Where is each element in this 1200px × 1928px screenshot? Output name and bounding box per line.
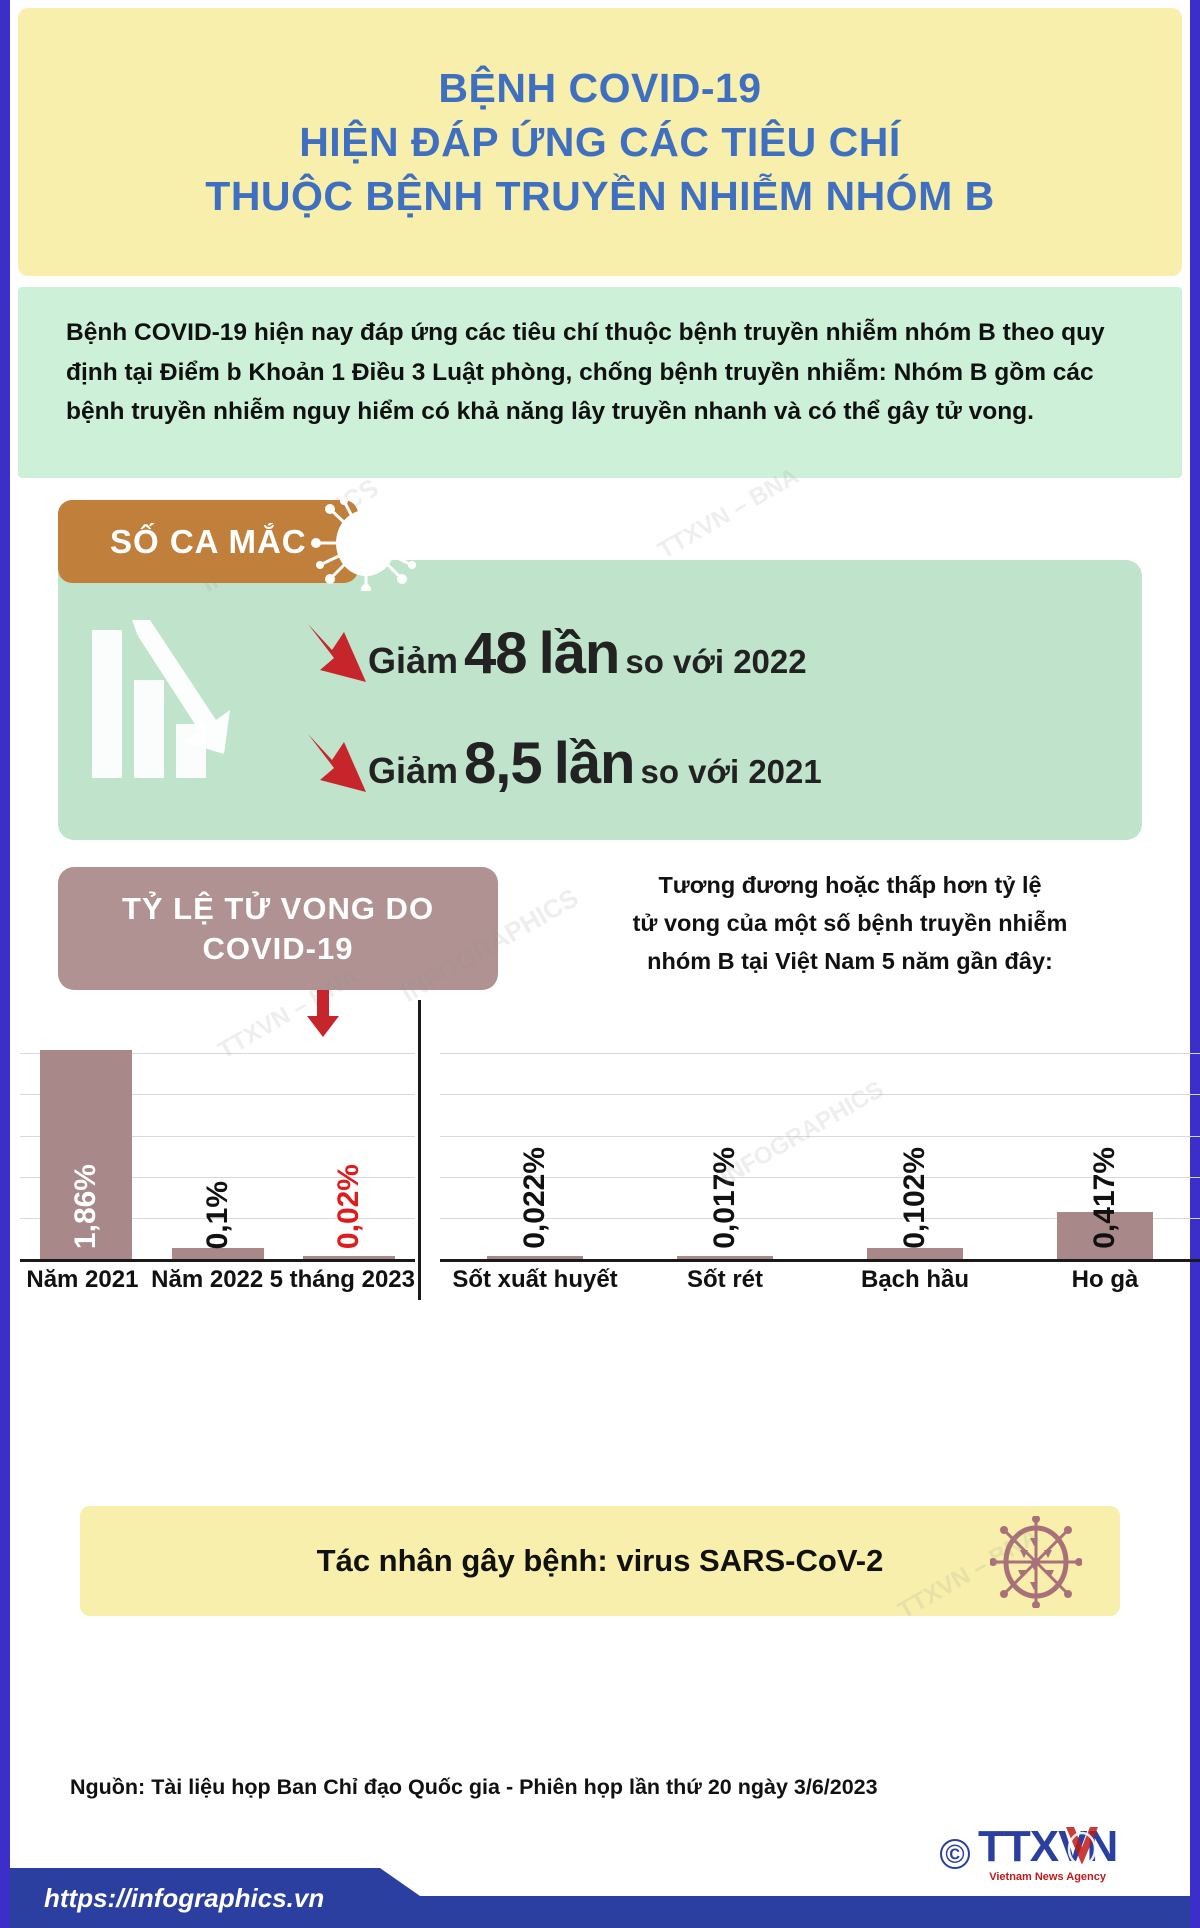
bar-value-label: 0,1% [200, 1180, 234, 1249]
cases-stat-1-unit: lần [538, 621, 621, 686]
bar-value-label: 0,017% [708, 1147, 741, 1249]
mortality-tag-line-1: TỶ LỆ TỬ VONG DO [121, 890, 435, 926]
mortality-note-line-1: Tương đương hoặc thấp hơn tỷ lệ [658, 872, 1042, 898]
intro-paragraph: Bệnh COVID-19 hiện nay đáp ứng các tiêu … [66, 319, 1105, 426]
cases-stat-2-value: 8,5 [464, 731, 543, 796]
virus-icon-mauve [990, 1516, 1082, 1608]
page-title-line-2: HIỆN ĐÁP ỨNG CÁC TIÊU CHÍ [299, 118, 901, 165]
chart-groupb-mortality: 0,022% 0,017% 0,102% 0,417% Sốt xuất huyết Số… [440, 1012, 1200, 1293]
cases-section-label: SỐ CA MẮC [110, 522, 307, 560]
cases-stat-2-suffix: so với 2021 [640, 753, 822, 790]
grid-line [440, 1053, 1200, 1055]
cases-stat-2-unit: lần [553, 731, 636, 796]
page-title-line-3: THUỘC BỆNH TRUYỀN NHIỄM NHÓM B [205, 173, 995, 219]
charts-container: 1,86% 0,1% 0,02% Năm 2021 Năm 2022 5 tháng 20… [20, 1012, 1200, 1293]
grid-line [440, 1135, 1200, 1137]
cases-stat-2-prefix: Giảm [368, 750, 459, 791]
cases-stat-1-prefix: Giảm [368, 640, 459, 681]
ttxvn-logo: © TTXVN Vietnam News Agency [940, 1818, 1160, 1890]
bar-item[interactable]: 0,417% [1010, 1012, 1200, 1259]
ttxvn-subtitle: Vietnam News Agency [989, 1871, 1106, 1883]
mortality-section-tag: TỶ LỆ TỬ VONG DO COVID-19 [58, 867, 498, 990]
mortality-note: Tương đương hoặc thấp hơn tỷ lệ tử vong … [515, 866, 1185, 980]
bar-value-label: 0,102% [898, 1147, 931, 1249]
bar-rect [677, 1256, 773, 1259]
bar-rect [39, 1050, 132, 1259]
x-axis-label: Bạch hầu [860, 1266, 970, 1293]
bar-item[interactable]: 0,1% [152, 1012, 284, 1259]
x-axis-labels: Sốt xuất huyết Sốt rét Bạch hầu Ho gà [440, 1266, 1200, 1294]
title-banner: BỆNH COVID-19 HIỆN ĐÁP ỨNG CÁC TIÊU CHÍ … [18, 8, 1182, 276]
source-note: Nguồn: Tài liệu họp Ban Chỉ đạo Quốc gia… [70, 1775, 878, 1799]
x-axis-line [440, 1259, 1200, 1262]
pathogen-banner: Tác nhân gây bệnh: virus SARS-CoV-2 [80, 1506, 1120, 1616]
bar-item[interactable]: 0,022% [440, 1012, 630, 1259]
grid-line [440, 1217, 1200, 1219]
bar-item[interactable]: 0,102% [820, 1012, 1010, 1259]
declining-bar-chart-icon [92, 620, 230, 778]
bar-group: 0,022% 0,017% 0,102% 0,417% [440, 1012, 1200, 1259]
ttxvn-swoosh-icon [1066, 1827, 1098, 1867]
grid-line [20, 1094, 415, 1096]
bar-rect [1057, 1212, 1153, 1259]
cases-stat-1-suffix: so với 2022 [625, 643, 807, 680]
bar-rect [303, 1256, 396, 1259]
grid-line [20, 1176, 415, 1178]
bar-value-label: 0,417% [1088, 1147, 1121, 1249]
grid-line [20, 1217, 415, 1219]
x-axis-label: Sốt xuất huyết [452, 1266, 618, 1293]
cases-section-tag: SỐ CA MẮC [58, 500, 358, 583]
bar-item[interactable]: 0,02% [283, 1012, 415, 1259]
x-axis-label: Năm 2021 [26, 1266, 139, 1293]
chart-covid-mortality: 1,86% 0,1% 0,02% Năm 2021 Năm 2022 5 tháng 20… [20, 1012, 415, 1293]
bar-value-label: 1,86% [68, 1163, 102, 1249]
virus-icon-white [311, 495, 421, 591]
grid-line [20, 1053, 415, 1055]
x-axis-label: Sốt rét [686, 1266, 763, 1293]
intro-panel: Bệnh COVID-19 hiện nay đáp ứng các tiêu … [18, 287, 1182, 478]
cases-stat-1-value: 48 [464, 621, 528, 686]
bar-item[interactable]: 0,017% [630, 1012, 820, 1259]
page-title-line-1: BỆNH COVID-19 [438, 64, 762, 111]
footer-bar [10, 1868, 1190, 1928]
copyright-icon: © [940, 1839, 970, 1869]
ttxvn-wordmark: TTXVN Vietnam News Agency [978, 1825, 1118, 1884]
x-axis-line [20, 1259, 415, 1262]
x-axis-labels: Năm 2021 Năm 2022 5 tháng 2023 [20, 1266, 415, 1294]
x-axis-label: 5 tháng 2023 [269, 1266, 415, 1293]
grid-line [440, 1176, 1200, 1178]
mortality-tag-line-2: COVID-19 [202, 930, 354, 966]
down-arrow-icon [308, 624, 366, 682]
bar-rect [487, 1256, 583, 1259]
bar-value-label: 0,022% [518, 1147, 551, 1249]
pathogen-text: Tác nhân gây bệnh: virus SARS-CoV-2 [316, 1543, 884, 1578]
mortality-note-line-2: tử vong của một số bệnh truyền nhiễm [632, 910, 1068, 937]
bar-group: 1,86% 0,1% 0,02% [20, 1012, 415, 1259]
down-arrow-indicator-icon [307, 990, 339, 1037]
bar-rect [171, 1247, 264, 1259]
x-axis-label: Ho gà [1071, 1266, 1139, 1293]
bar-value-label: 0,02% [332, 1163, 366, 1249]
cases-stat-row-2: Giảm 8,5 lần so với 2021 [302, 730, 822, 802]
x-axis-label: Năm 2022 [151, 1266, 264, 1293]
mortality-note-line-3: nhóm B tại Việt Nam 5 năm gần đây: [647, 948, 1053, 975]
cases-panel [58, 560, 1142, 840]
chart-divider [418, 1000, 421, 1300]
grid-line [20, 1135, 415, 1137]
site-url[interactable]: https://infographics.vn [44, 1883, 325, 1913]
bar-item[interactable]: 1,86% [20, 1012, 152, 1259]
cases-stat-row-1: Giảm 48 lần so với 2022 [302, 620, 807, 692]
bar-rect [867, 1247, 963, 1259]
down-arrow-icon [308, 734, 366, 792]
grid-line [440, 1094, 1200, 1096]
